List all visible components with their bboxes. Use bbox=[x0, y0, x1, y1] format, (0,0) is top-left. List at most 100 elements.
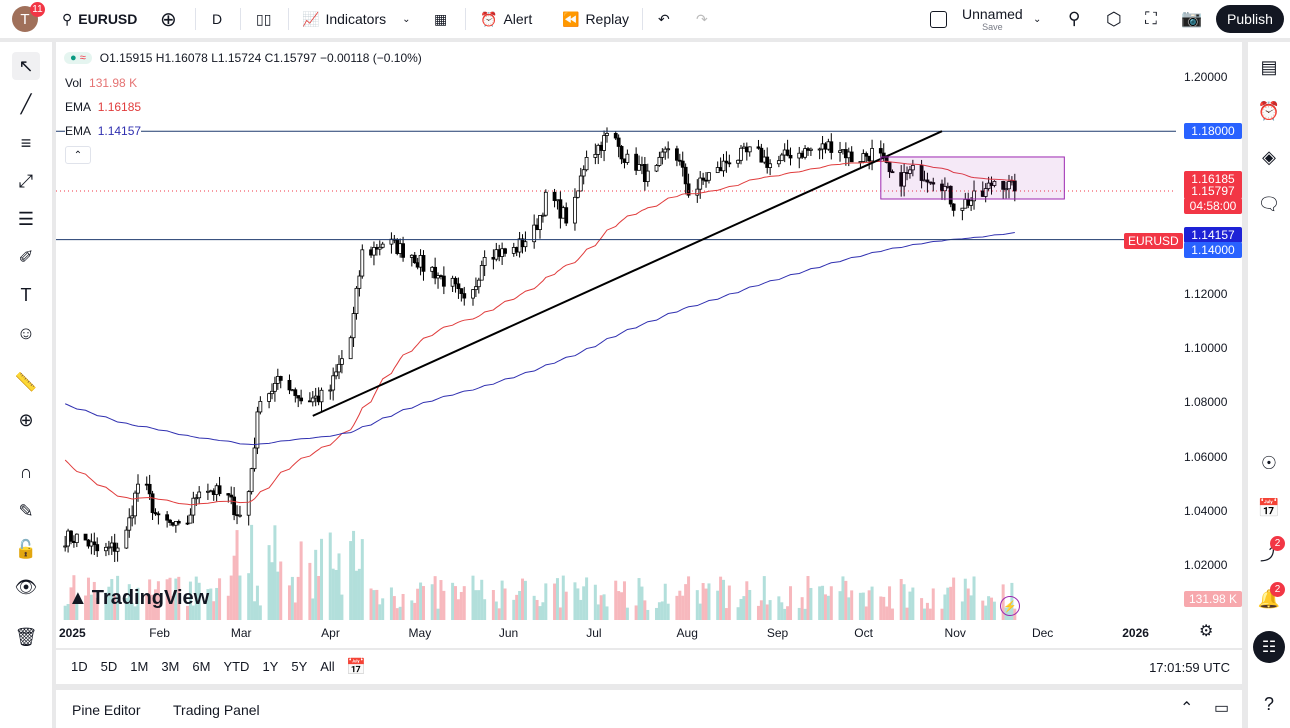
volume-bar bbox=[952, 577, 956, 620]
fullscreen-icon[interactable]: ⛶ bbox=[1145, 9, 1157, 28]
volume-bar bbox=[558, 607, 562, 620]
candle-body bbox=[340, 358, 344, 365]
expand-panel-icon[interactable]: ⌃ bbox=[1180, 700, 1194, 717]
quick-search-icon[interactable]: ⚲ bbox=[1068, 9, 1081, 28]
price-tick: 1.12000 bbox=[1184, 286, 1228, 301]
tab-trading-panel[interactable]: Trading Panel bbox=[173, 702, 260, 718]
time-axis[interactable]: 2025 Feb Mar Apr May Jun Jul Aug Sep Oct Nov Dec 202… bbox=[56, 624, 1176, 644]
watchlist-icon[interactable]: ▤ bbox=[1260, 56, 1278, 77]
eye-icon[interactable]: 👁 bbox=[14, 576, 38, 597]
volume-bar bbox=[398, 606, 402, 620]
volume-bar bbox=[480, 579, 484, 620]
ruler-icon[interactable]: 📏 bbox=[14, 371, 38, 392]
range-all[interactable]: All bbox=[320, 659, 335, 674]
layers-icon[interactable]: ◈ bbox=[1262, 146, 1276, 167]
publish-button[interactable]: Publish bbox=[1216, 5, 1284, 33]
redo-icon[interactable]: ↷ bbox=[696, 10, 708, 27]
range-1m[interactable]: 1M bbox=[130, 659, 149, 674]
volume-bar bbox=[491, 590, 495, 620]
range-5y[interactable]: 5Y bbox=[291, 659, 308, 674]
edit-lock-icon[interactable]: ✎ bbox=[18, 500, 34, 521]
volume-bar bbox=[389, 587, 393, 620]
candle-body bbox=[278, 376, 283, 381]
alert-button[interactable]: ⏰ Alert bbox=[480, 0, 532, 38]
pattern-icon[interactable]: ⤢ bbox=[18, 170, 34, 191]
volume-bar bbox=[800, 597, 804, 620]
price-chart[interactable] bbox=[56, 42, 1242, 648]
help-icon[interactable]: ? bbox=[1263, 693, 1274, 714]
trend-line-icon[interactable]: ╱ bbox=[20, 93, 32, 114]
candle-body bbox=[74, 533, 79, 543]
price-axis[interactable]: 1.20000 1.12000 1.10000 1.08000 1.06000 1.040… bbox=[1176, 42, 1242, 622]
volume-bar bbox=[483, 599, 487, 620]
candle-body bbox=[124, 529, 129, 549]
calendar-icon[interactable]: 📅 bbox=[1257, 497, 1281, 518]
range-6m[interactable]: 6M bbox=[192, 659, 211, 674]
volume-bar bbox=[421, 586, 425, 620]
chevron-down-icon[interactable]: ⌄ bbox=[1033, 13, 1042, 25]
candle-body bbox=[1012, 180, 1017, 192]
gauge-icon[interactable]: ☉ bbox=[1260, 452, 1278, 473]
candle-body bbox=[538, 215, 542, 231]
cursor-icon[interactable]: ↖ bbox=[12, 52, 40, 80]
chat-icon[interactable]: 🗨 bbox=[1257, 193, 1281, 214]
candle-body bbox=[360, 249, 365, 277]
volume-bar bbox=[360, 539, 364, 620]
volume-bar bbox=[287, 585, 291, 620]
add-symbol-icon[interactable]: ⊕ bbox=[160, 8, 177, 31]
chevron-down-icon[interactable]: ⌄ bbox=[402, 13, 411, 25]
clock[interactable]: 17:01:59 UTC bbox=[1149, 660, 1230, 675]
alerts-clock-icon[interactable]: ⏰ bbox=[1257, 100, 1281, 121]
range-3m[interactable]: 3M bbox=[161, 659, 180, 674]
chart-pane[interactable]: ● ≈ O1.15915 H1.16078 L1.15724 C1.15797 … bbox=[56, 42, 1242, 648]
symbol-search[interactable]: ⚲ EURUSD bbox=[62, 0, 137, 38]
layout-name[interactable]: Unnamed Save bbox=[962, 6, 1023, 32]
legend-volume[interactable]: Vol 131.98 K bbox=[65, 76, 138, 90]
apps-grid-icon[interactable]: ☷ bbox=[1253, 631, 1285, 663]
indicators-button[interactable]: 📈 Indicators ⌄ bbox=[302, 0, 411, 38]
range-1d[interactable]: 1D bbox=[71, 659, 88, 674]
volume-bar bbox=[497, 608, 501, 620]
goto-date-icon[interactable]: 📅 bbox=[346, 659, 366, 676]
candles-icon[interactable]: ▯▯ bbox=[256, 10, 272, 27]
candle-body bbox=[232, 496, 237, 516]
layout-checkbox-icon[interactable] bbox=[930, 0, 947, 38]
maximize-panel-icon[interactable]: ▭ bbox=[1214, 700, 1230, 717]
layouts-icon[interactable]: ▦ bbox=[434, 10, 448, 27]
brush-icon[interactable]: ✐ bbox=[18, 246, 34, 267]
tab-pine-editor[interactable]: Pine Editor bbox=[72, 702, 141, 718]
volume-bar bbox=[357, 568, 361, 620]
axis-settings-icon[interactable]: ⚙ bbox=[1199, 623, 1214, 640]
volume-bar bbox=[719, 576, 723, 620]
replay-button[interactable]: ⏪ Replay bbox=[562, 0, 629, 38]
volume-bar bbox=[841, 576, 845, 620]
fib-icon[interactable]: ☰ bbox=[17, 208, 35, 229]
zoom-in-icon[interactable]: ⊕ bbox=[18, 409, 34, 430]
undo-icon[interactable]: ↶ bbox=[658, 10, 670, 27]
text-icon[interactable]: T bbox=[20, 284, 32, 305]
trash-icon[interactable]: 🗑 bbox=[14, 626, 38, 647]
volume-bar bbox=[518, 590, 522, 620]
legend-ema-fast[interactable]: EMA 1.16185 bbox=[65, 100, 142, 114]
lock-icon[interactable]: 🔓 bbox=[14, 538, 38, 559]
range-5d[interactable]: 5D bbox=[100, 659, 118, 674]
volume-bar bbox=[191, 605, 195, 620]
volume-bar bbox=[797, 607, 801, 620]
magnet-icon[interactable]: ∩ bbox=[19, 461, 33, 482]
candle-body bbox=[785, 149, 790, 156]
volume-bar bbox=[716, 590, 720, 620]
horizontal-lines-icon[interactable]: ≡ bbox=[20, 132, 32, 153]
legend-ohlc: ● ≈ O1.15915 H1.16078 L1.15724 C1.15797 … bbox=[64, 51, 422, 65]
settings-icon[interactable]: ⬡ bbox=[1106, 8, 1122, 29]
legend-ema-slow[interactable]: EMA 1.14157 bbox=[65, 124, 142, 138]
candle-body bbox=[337, 363, 341, 373]
collapse-legend-icon[interactable]: ⌃ bbox=[65, 146, 91, 164]
range-1y[interactable]: 1Y bbox=[262, 659, 279, 674]
range-ytd[interactable]: YTD bbox=[223, 659, 250, 674]
volume-bar bbox=[899, 578, 903, 620]
camera-icon[interactable]: 📷 bbox=[1181, 9, 1203, 28]
emoji-icon[interactable]: ☺ bbox=[16, 322, 36, 343]
lightning-icon[interactable]: ⚡ bbox=[1000, 596, 1020, 616]
volume-bar bbox=[433, 576, 437, 620]
interval-button[interactable]: D bbox=[212, 11, 223, 27]
